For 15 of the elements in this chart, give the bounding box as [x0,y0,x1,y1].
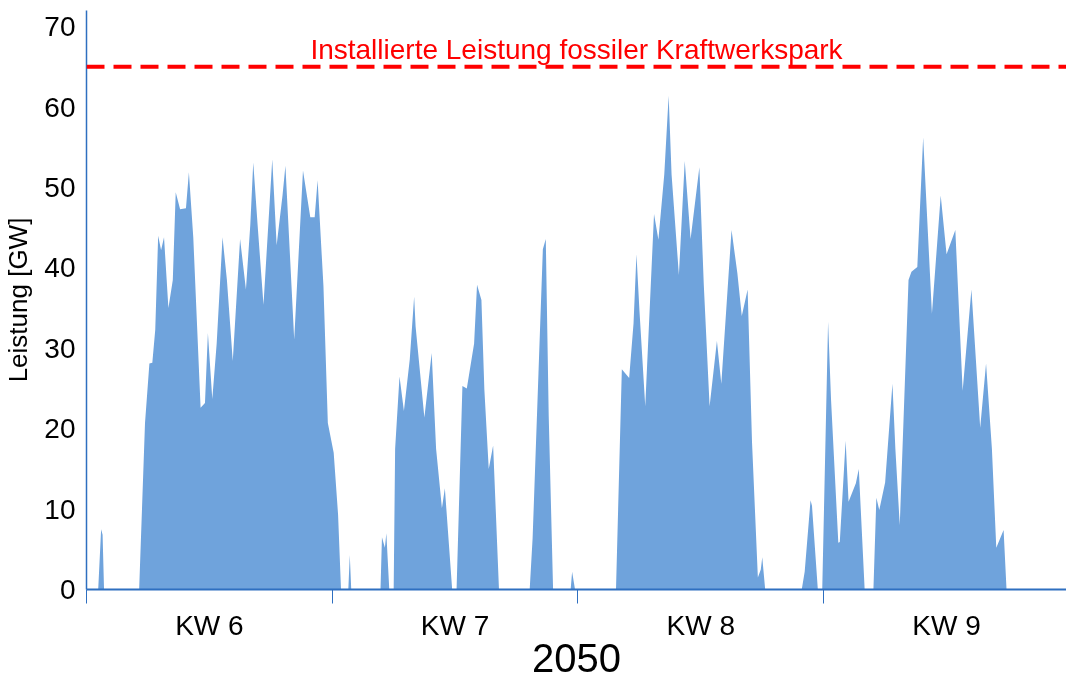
x-tick-label: KW 6 [175,609,244,641]
y-tick-label: 30 [44,332,76,364]
y-tick-label: 60 [44,91,76,123]
x-tick-label: KW 8 [666,609,736,641]
x-tick-label: KW 7 [420,609,490,641]
y-tick-label: 70 [44,11,76,43]
y-tick-label: 20 [44,413,76,445]
ref-line-label: Installierte Leistung fossiler Kraftwerkspark [310,33,844,65]
x-tick-label: KW 9 [912,609,981,641]
x-axis-title: 2050 [532,635,621,674]
y-tick-label: 10 [44,493,76,525]
y-axis-title: Leistung [GW] [3,217,34,383]
y-tick-label: 40 [44,252,76,284]
y-tick-label: 50 [44,171,76,203]
y-tick-label: 0 [59,574,76,605]
